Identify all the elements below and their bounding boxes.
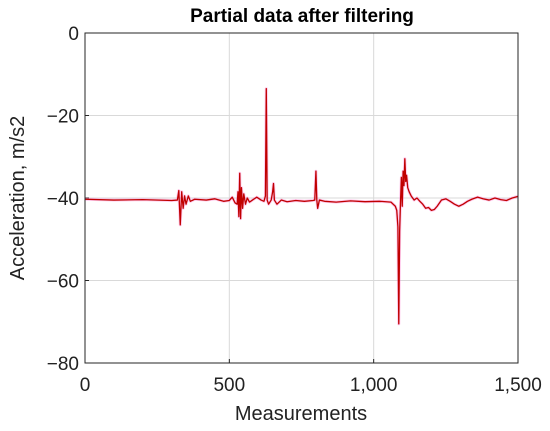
- x-axis-label: Measurements: [235, 403, 367, 425]
- y-tick-label: −80: [47, 354, 79, 375]
- x-tick-label: 0: [80, 375, 91, 396]
- y-tick-label: −60: [47, 272, 79, 293]
- y-tick-label: −40: [47, 189, 79, 210]
- y-tick-label: −20: [47, 107, 79, 128]
- series-line-0: [84, 88, 519, 325]
- x-tick-label: 1,500: [494, 375, 542, 396]
- y-tick-labels: 0 −20 −40 −60 −80: [47, 24, 79, 375]
- grid: [84, 32, 519, 364]
- x-tick-labels: 0 500 1,000 1,500: [80, 375, 542, 396]
- plot-frame: [84, 32, 519, 364]
- series-layer: [84, 87, 519, 326]
- chart-title: Partial data after filtering: [190, 6, 414, 27]
- y-tick-label: 0: [68, 24, 79, 45]
- series-halo-0: [84, 87, 519, 326]
- x-tick-label: 500: [213, 375, 245, 396]
- x-tick-label: 1,000: [350, 375, 398, 396]
- y-axis-label: Acceleration, m/s2: [7, 116, 29, 281]
